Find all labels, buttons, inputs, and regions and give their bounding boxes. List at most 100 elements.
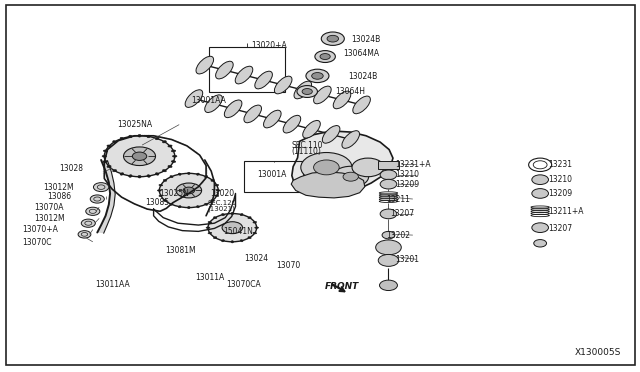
Circle shape [380,280,397,291]
Ellipse shape [156,137,159,140]
Text: 13012M: 13012M [34,214,65,223]
Text: 13001AA: 13001AA [191,96,225,105]
Text: 13025N: 13025N [159,189,189,198]
Text: 13024B: 13024B [348,72,378,81]
Text: 13201: 13201 [396,255,420,264]
Ellipse shape [120,137,124,140]
Circle shape [208,214,257,242]
Circle shape [301,153,352,182]
Ellipse shape [275,76,292,94]
Ellipse shape [214,217,217,219]
Ellipse shape [172,150,176,152]
Circle shape [104,136,175,177]
Text: 13209: 13209 [396,180,420,189]
Text: SEC.120: SEC.120 [207,200,237,206]
Circle shape [314,160,339,175]
Text: 13011AA: 13011AA [95,280,129,289]
Ellipse shape [248,237,251,238]
Circle shape [378,254,399,266]
Bar [244,161,303,192]
Text: 13209: 13209 [548,189,573,198]
Text: X130005S: X130005S [575,348,621,357]
Circle shape [352,158,384,177]
Ellipse shape [170,203,173,205]
Ellipse shape [294,81,312,99]
Ellipse shape [129,175,132,177]
Ellipse shape [196,206,199,208]
Text: 13231+A: 13231+A [396,160,431,169]
Text: 13070: 13070 [276,262,301,270]
Ellipse shape [179,206,181,208]
Circle shape [124,147,156,166]
Circle shape [315,51,335,62]
Circle shape [376,240,401,255]
Circle shape [302,89,312,94]
Ellipse shape [163,180,166,181]
Ellipse shape [196,173,199,175]
Circle shape [78,231,91,238]
Ellipse shape [206,227,210,228]
Circle shape [132,152,147,160]
Text: 13020: 13020 [210,189,234,198]
Ellipse shape [211,200,214,201]
Ellipse shape [240,214,243,216]
Circle shape [159,173,218,208]
Ellipse shape [113,170,116,172]
Ellipse shape [159,195,163,196]
Text: 13210: 13210 [396,170,420,179]
Circle shape [532,175,548,185]
Ellipse shape [103,150,108,152]
Circle shape [534,240,547,247]
Ellipse shape [215,195,219,196]
Bar [209,47,285,92]
Text: 13211: 13211 [386,195,410,203]
Ellipse shape [215,185,219,186]
Ellipse shape [179,173,181,175]
Ellipse shape [255,227,259,228]
Text: 13070+A: 13070+A [22,225,58,234]
Circle shape [312,73,323,79]
Ellipse shape [102,155,106,157]
Text: SEC.110: SEC.110 [292,141,323,150]
Ellipse shape [208,221,212,223]
Ellipse shape [107,145,111,147]
Text: 13020+A: 13020+A [251,41,287,50]
Text: 13024B: 13024B [351,35,380,44]
Ellipse shape [342,131,360,148]
Ellipse shape [303,121,320,138]
Ellipse shape [323,126,340,143]
Text: 13064MA: 13064MA [343,49,379,58]
Ellipse shape [188,172,190,174]
Ellipse shape [120,173,124,175]
Ellipse shape [103,161,108,163]
Circle shape [333,166,369,187]
Text: 13207: 13207 [548,224,573,233]
Circle shape [327,35,339,42]
Circle shape [380,170,397,180]
Text: 13231: 13231 [548,160,573,169]
Ellipse shape [225,100,242,118]
Ellipse shape [248,217,251,219]
Ellipse shape [314,86,331,104]
Text: 13024: 13024 [244,254,269,263]
Ellipse shape [208,232,212,234]
Text: (13021): (13021) [207,206,236,212]
Text: (11110): (11110) [292,147,322,156]
Text: 13086: 13086 [47,192,71,201]
Text: 13211+A: 13211+A [548,207,584,216]
Circle shape [222,222,243,234]
Circle shape [86,207,100,215]
Ellipse shape [147,135,150,138]
Ellipse shape [205,176,207,177]
Ellipse shape [163,170,166,172]
Circle shape [382,231,395,239]
Ellipse shape [264,110,281,128]
Circle shape [176,183,202,198]
Text: 13001A: 13001A [257,170,287,179]
Circle shape [183,187,195,194]
Ellipse shape [214,237,217,238]
Text: 13081M: 13081M [165,246,196,255]
Ellipse shape [170,176,173,177]
Ellipse shape [157,190,161,191]
Ellipse shape [253,232,257,234]
